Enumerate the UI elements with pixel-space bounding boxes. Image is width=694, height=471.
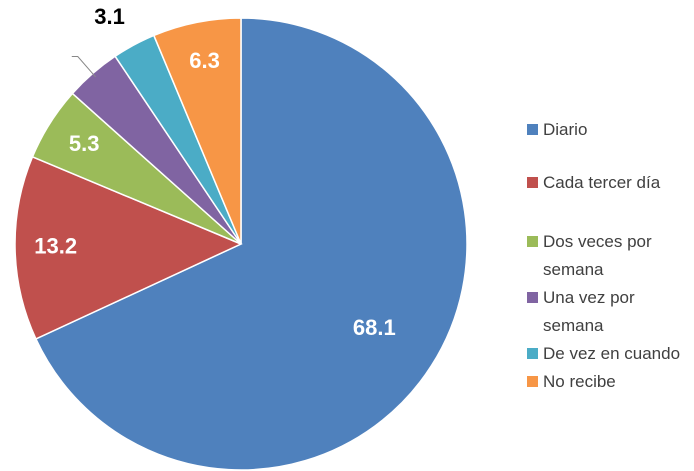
- legend-swatch: [527, 177, 538, 188]
- legend-item: Dos veces por semana: [527, 228, 687, 284]
- legend-item: Cada tercer día: [527, 169, 687, 197]
- legend: Diario Cada tercer día Dos veces por seman…: [527, 116, 687, 396]
- data-label: 3.1: [94, 4, 125, 29]
- pie-slice: [34, 17, 468, 471]
- legend-label: Diario: [543, 120, 588, 139]
- leader-line: [71, 55, 96, 78]
- legend-swatch: [527, 348, 538, 359]
- legend-item: Una vez por semana: [527, 284, 687, 340]
- legend-swatch: [527, 376, 538, 387]
- legend-label: No recibe: [543, 372, 616, 391]
- legend-item: De vez en cuando: [527, 340, 687, 368]
- legend-label: De vez en cuando: [543, 344, 681, 363]
- legend-label: Cada tercer día: [543, 173, 661, 192]
- data-label: 5.3: [69, 131, 100, 156]
- legend-item: No recibe: [527, 368, 687, 396]
- pie-slice: [152, 17, 242, 245]
- pie-slice: [14, 155, 243, 340]
- legend-label: Una vez por semana: [543, 288, 635, 335]
- legend-item: Diario: [527, 116, 687, 144]
- legend-swatch: [527, 236, 538, 247]
- data-label: 68.1: [353, 315, 396, 340]
- data-label: 6.3: [189, 48, 220, 73]
- legend-swatch: [527, 292, 538, 303]
- legend-label: Dos veces por semana: [543, 232, 652, 279]
- legend-swatch: [527, 124, 538, 135]
- data-label: 13.2: [34, 233, 77, 258]
